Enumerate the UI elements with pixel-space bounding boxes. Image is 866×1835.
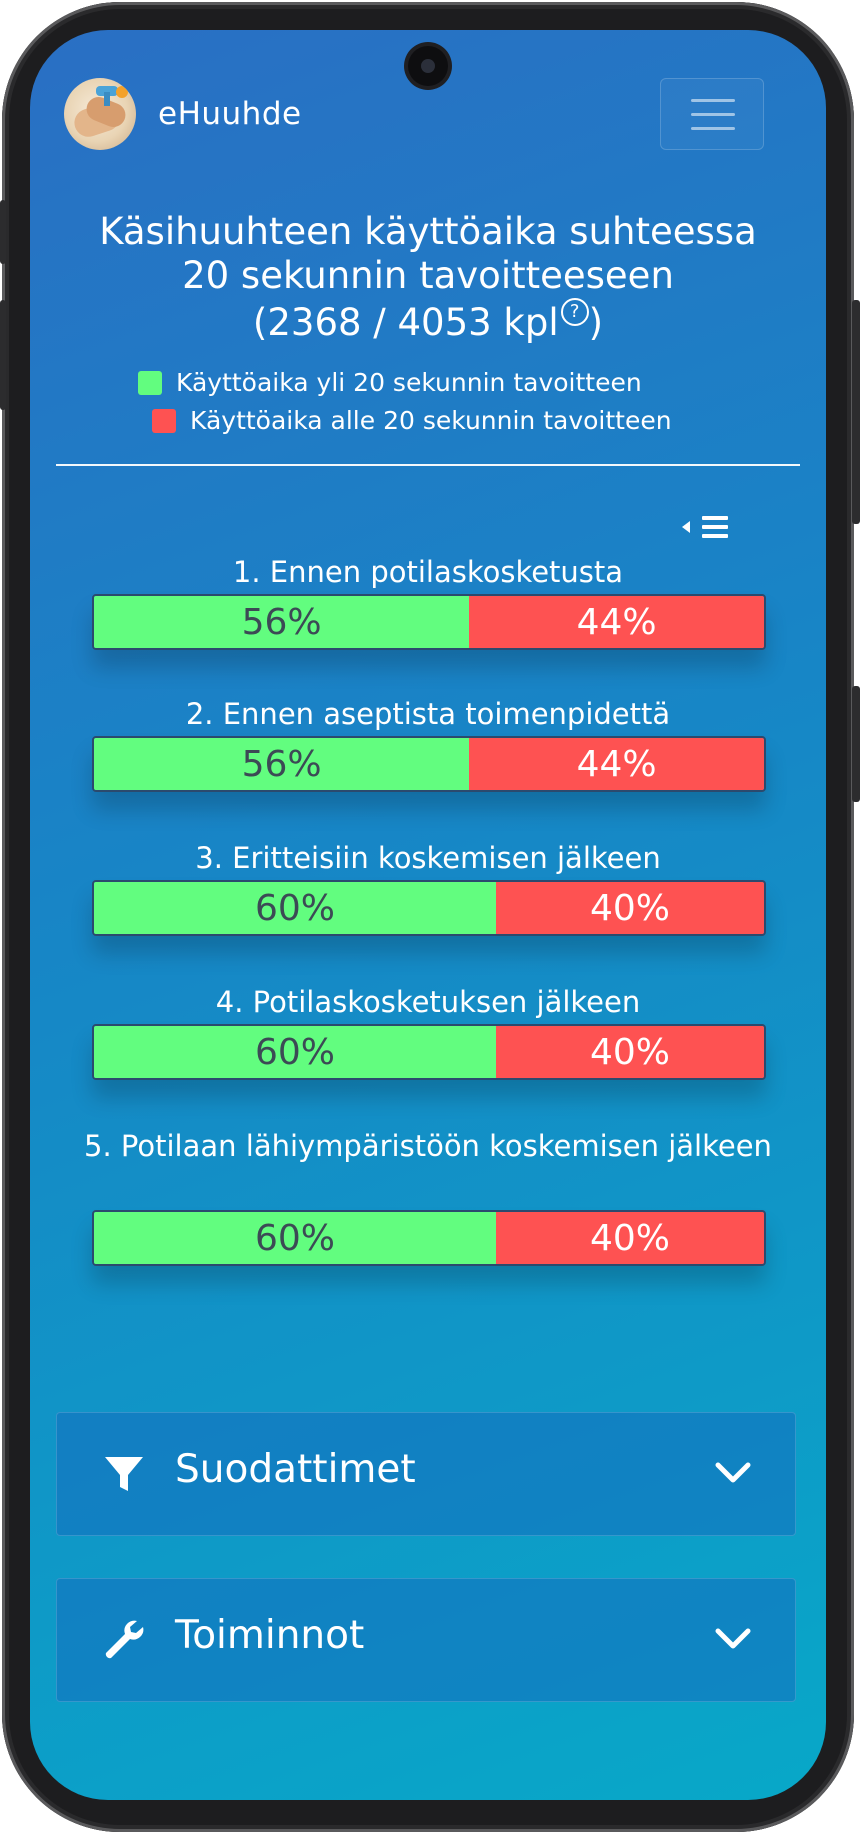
legend-label-under: Käyttöaika alle 20 sekunnin tavoitteen: [190, 406, 672, 435]
filters-label: Suodattimet: [175, 1447, 416, 1492]
bar-segment-over[interactable]: 60%: [94, 1212, 496, 1264]
bar-segment-under[interactable]: 40%: [496, 882, 764, 934]
phone-side-button-left: [0, 200, 6, 264]
bar-category-label: 4. Potilaskosketuksen jälkeen: [215, 985, 641, 1019]
brand-name[interactable]: eHuuhde: [158, 96, 302, 132]
hamburger-icon: [691, 99, 735, 102]
bar-category-label: 3. Eritteisiin koskemisen jälkeen: [195, 841, 661, 875]
bar-category-label: 5. Potilaan lähiympäristöön koskemisen j…: [84, 1129, 772, 1163]
filters-accordion[interactable]: Suodattimet: [56, 1412, 796, 1536]
app-screen: eHuuhde Käsihuuhteen käyttöaika suhteess…: [30, 30, 826, 1800]
bar-segment-over[interactable]: 60%: [94, 882, 496, 934]
legend-swatch-red: [152, 408, 176, 433]
actions-accordion[interactable]: Toiminnot: [56, 1578, 796, 1702]
bar-value-label: 60%: [254, 1031, 335, 1073]
navbar: eHuuhde: [30, 30, 826, 170]
phone-power-button: [852, 686, 860, 802]
stacked-bar[interactable]: 56% 44%: [92, 594, 766, 650]
chevron-down-icon: [715, 1462, 751, 1483]
bar-segment-over[interactable]: 56%: [94, 738, 470, 790]
bar-segment-under[interactable]: 40%: [496, 1026, 764, 1078]
legend-item-over[interactable]: Käyttöaika yli 20 sekunnin tavoitteen: [138, 368, 642, 397]
caret-left-icon: [682, 521, 690, 533]
menu-lines-icon: [702, 516, 728, 520]
bar-value-label: 56%: [241, 601, 322, 643]
chevron-down-icon: [715, 1628, 751, 1649]
bar-segment-over[interactable]: 56%: [94, 596, 470, 648]
legend-label-over: Käyttöaika yli 20 sekunnin tavoitteen: [176, 368, 642, 397]
divider: [56, 464, 800, 466]
chart-title: Käsihuuhteen käyttöaika suhteessa 20 sek…: [50, 210, 806, 345]
app-logo[interactable]: [64, 78, 136, 150]
bar-value-label: 56%: [241, 743, 322, 785]
front-camera: [408, 46, 448, 86]
bar-value-label: 40%: [589, 887, 670, 929]
phone-side-button-left-2: [0, 300, 6, 410]
bar-category-label: 2. Ennen aseptista toimenpidettä: [185, 697, 671, 731]
menu-lines-icon-line: [702, 534, 728, 538]
hamburger-icon-line: [691, 127, 735, 130]
bar-segment-under[interactable]: 44%: [469, 596, 764, 648]
bar-value-label: 60%: [254, 1217, 335, 1259]
bar-segment-under[interactable]: 40%: [496, 1212, 764, 1264]
stacked-bar[interactable]: 56% 44%: [92, 736, 766, 792]
navbar-toggler-button[interactable]: [660, 78, 764, 150]
chart-title-line-3: (2368 / 4053 kpl?): [50, 298, 806, 345]
wrench-icon: [105, 1620, 144, 1659]
stacked-bar[interactable]: 60% 40%: [92, 880, 766, 936]
hamburger-icon-line: [691, 113, 735, 116]
bar-category-label: 1. Ennen potilaskosketusta: [232, 555, 624, 589]
menu-lines-icon-line: [702, 525, 728, 529]
legend-item-under[interactable]: Käyttöaika alle 20 sekunnin tavoitteen: [152, 406, 672, 435]
bar-value-label: 44%: [576, 743, 657, 785]
actions-label: Toiminnot: [175, 1613, 365, 1658]
bar-value-label: 44%: [576, 601, 657, 643]
legend-swatch-green: [138, 370, 162, 395]
chart-title-line-1: Käsihuuhteen käyttöaika suhteessa: [99, 210, 757, 253]
stacked-bar[interactable]: 60% 40%: [92, 1210, 766, 1266]
bar-segment-over[interactable]: 60%: [94, 1026, 496, 1078]
chart-title-line-2: 20 sekunnin tavoitteeseen: [182, 254, 674, 297]
bar-value-label: 40%: [589, 1217, 670, 1259]
stacked-bar[interactable]: 60% 40%: [92, 1024, 766, 1080]
chart-context-menu-button[interactable]: [682, 514, 734, 540]
bar-segment-under[interactable]: 44%: [469, 738, 764, 790]
chart-title-count: (2368 / 4053 kpl: [252, 301, 559, 344]
phone-volume-button: [852, 300, 860, 524]
bar-value-label: 60%: [254, 887, 335, 929]
bar-value-label: 40%: [589, 1031, 670, 1073]
chart-title-close: ): [588, 301, 604, 344]
filter-icon: [105, 1457, 143, 1491]
help-icon[interactable]: ?: [560, 298, 589, 326]
